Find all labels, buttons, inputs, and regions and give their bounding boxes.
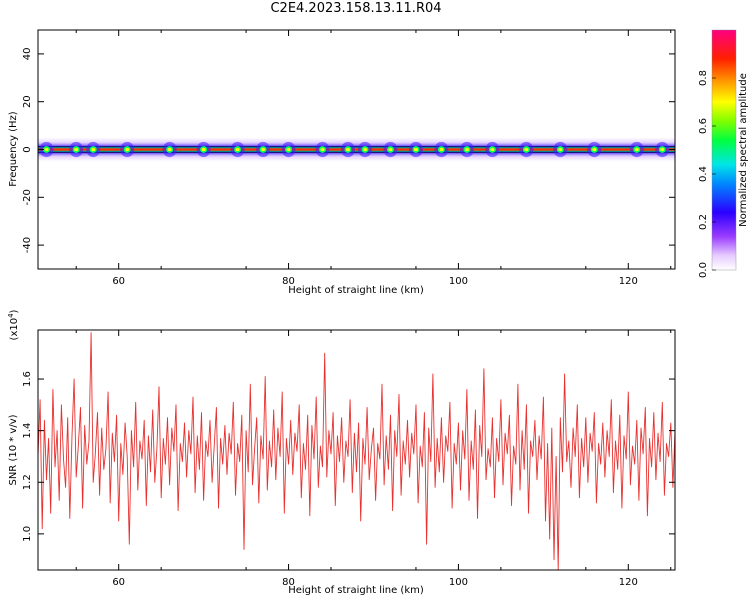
spectrogram-hotspot-core xyxy=(91,147,96,152)
spectrogram-x-axis-label: Height of straight line (km) xyxy=(288,285,424,296)
colorbar-tick-label: 0.4 xyxy=(698,166,709,182)
colorbar-tick-label: 0.0 xyxy=(698,262,709,278)
snr-series-line xyxy=(38,332,675,570)
spectrogram-hotspot-core xyxy=(464,147,469,152)
colorbar-tick-label: 0.8 xyxy=(698,70,709,86)
x-tick-label: 60 xyxy=(112,577,125,588)
spectrogram-hotspot-core xyxy=(490,147,495,152)
spectrogram-panel: 60 80 100 120 40 20 0 -20 -40 Height of straight… xyxy=(8,29,676,296)
colorbar-tick-label: 0.2 xyxy=(698,214,709,230)
y-tick-label: 0 xyxy=(22,146,33,152)
x-tick-label: 60 xyxy=(112,276,125,287)
spectrogram-hotspot-core xyxy=(558,147,563,152)
spectrogram-hotspot-core xyxy=(634,147,639,152)
snr-y-axis-label: SNR (10 * v/v) xyxy=(8,414,19,485)
x-tick-label: 80 xyxy=(282,577,295,588)
x-tick-label: 120 xyxy=(619,577,638,588)
spectrogram-hotspot-core xyxy=(660,147,665,152)
snr-plot-area xyxy=(38,330,675,570)
snr-frame xyxy=(37,329,676,571)
spectrogram-hotspot-core xyxy=(286,147,291,152)
snr-panel: 60 80 100 120 1.0 1.2 1.4 1.6 Height of straigh… xyxy=(7,309,676,596)
spectrogram-hotspot-core xyxy=(44,147,49,152)
x-tick-label: 80 xyxy=(282,276,295,287)
y-tick-label: 1.0 xyxy=(22,526,33,542)
colorbar-gradient xyxy=(712,30,736,270)
spectrogram-hotspot-core xyxy=(125,147,130,152)
colorbar-ticks: 0.0 0.2 0.4 0.6 0.8 xyxy=(698,70,716,278)
spectrogram-hotspot-core xyxy=(167,147,172,152)
spectrogram-hotspot-core xyxy=(346,147,351,152)
spectrogram-hotspot-core xyxy=(261,147,266,152)
spectrogram-y-axis-label: Frequency (Hz) xyxy=(8,111,19,187)
y-tick-label: 1.6 xyxy=(22,371,33,387)
spectrogram-hotspot-core xyxy=(74,147,79,152)
x-tick-label: 100 xyxy=(449,276,468,287)
colorbar: 0.0 0.2 0.4 0.6 0.8 Normalized spectral ampl… xyxy=(698,29,749,278)
figure-title: C2E4.2023.158.13.11.R04 xyxy=(270,1,442,16)
spectrogram-hotspot-core xyxy=(388,147,393,152)
spectrogram-hotspot-core xyxy=(592,147,597,152)
spectrogram-hotspot-core xyxy=(201,147,206,152)
x-tick-label: 100 xyxy=(449,577,468,588)
snr-x-axis-label: Height of straight line (km) xyxy=(288,585,424,596)
y-tick-label: 1.4 xyxy=(22,423,33,439)
spectrogram-hotspot-core xyxy=(413,147,418,152)
snr-y-multiplier: (x104) xyxy=(7,309,20,340)
snr-axes: 60 80 100 120 1.0 1.2 1.4 1.6 xyxy=(22,330,675,588)
spectrogram-hotspot-core xyxy=(235,147,240,152)
spectrogram-hotspot-core xyxy=(362,147,367,152)
spectrogram-hotspot-core xyxy=(524,147,529,152)
y-tick-label: -20 xyxy=(22,189,33,205)
spectrogram-axes: 60 80 100 120 40 20 0 -20 -40 xyxy=(22,30,675,287)
spectrogram-peak-line xyxy=(38,148,675,151)
colorbar-tick-label: 0.6 xyxy=(698,118,709,134)
colorbar-label: Normalized spectral amplitude xyxy=(738,73,749,227)
x-tick-label: 120 xyxy=(619,276,638,287)
spectrogram-hotspot-core xyxy=(320,147,325,152)
y-tick-label: 40 xyxy=(22,48,33,61)
y-tick-label: -40 xyxy=(22,237,33,253)
spectrogram-marks xyxy=(38,137,675,162)
spectrogram-hotspot-core xyxy=(439,147,444,152)
y-tick-label: 1.2 xyxy=(22,474,33,490)
colorbar-frame xyxy=(711,29,737,271)
y-tick-label: 20 xyxy=(22,95,33,108)
